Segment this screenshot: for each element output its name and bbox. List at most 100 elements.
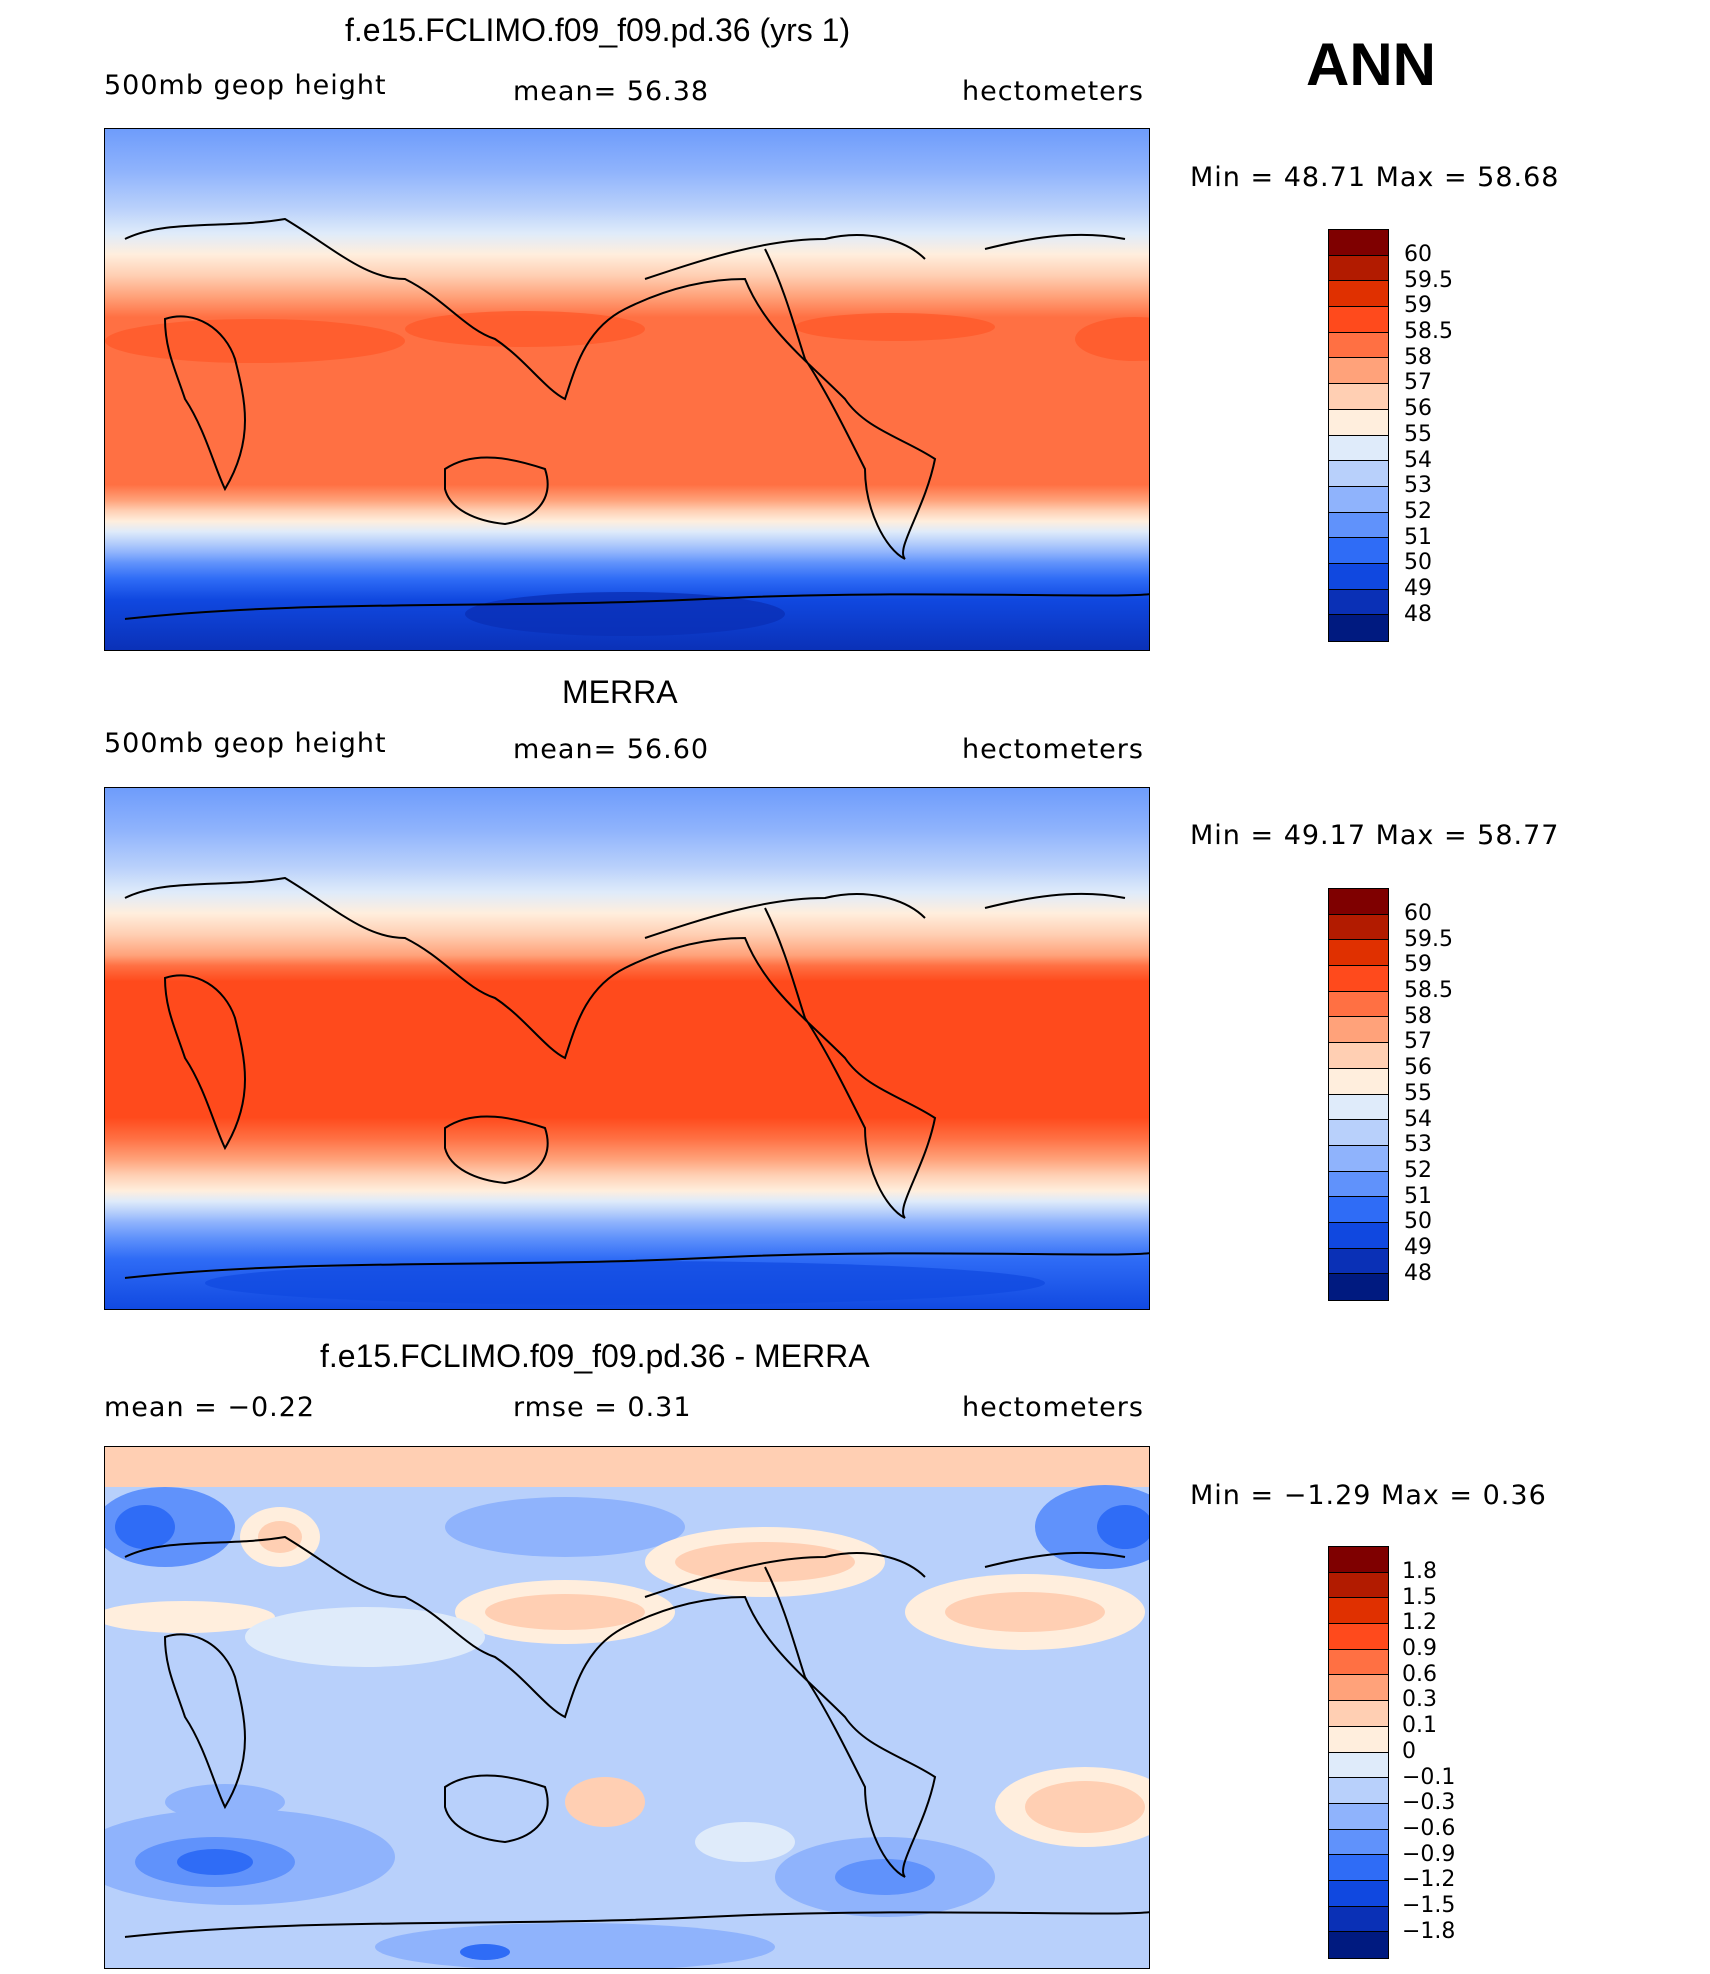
panel-1-colorbar-labels: 60 59.5 59 58.5 58 57 56 55 54 53 52 51 … <box>1404 242 1453 627</box>
colorbar-swatch <box>1329 1222 1388 1249</box>
colorbar-swatch <box>1329 1197 1388 1223</box>
colorbar-label: 51 <box>1404 1183 1432 1209</box>
colorbar-label: −0.3 <box>1402 1790 1456 1816</box>
colorbar-label: 0.9 <box>1402 1636 1437 1662</box>
colorbar-label: −0.6 <box>1402 1815 1456 1841</box>
colorbar-swatch <box>1329 1701 1388 1727</box>
colorbar-swatch <box>1329 914 1388 941</box>
colorbar-swatch <box>1329 1068 1388 1095</box>
colorbar-label: 59.5 <box>1404 267 1453 293</box>
colorbar-swatch <box>1329 563 1388 590</box>
panel-2-colorbar-labels: 60 59.5 59 58.5 58 57 56 55 54 53 52 51 … <box>1404 901 1453 1286</box>
colorbar-label: −1.2 <box>1402 1867 1456 1893</box>
colorbar-label: 48 <box>1404 601 1432 627</box>
colorbar-label: 58 <box>1404 344 1432 370</box>
colorbar-swatch <box>1329 332 1388 359</box>
colorbar-swatch <box>1329 255 1388 282</box>
colorbar-label: 49 <box>1404 1234 1432 1260</box>
colorbar-label: 0.1 <box>1402 1713 1437 1739</box>
panel-1-minmax: Min = 48.71 Max = 58.68 <box>1190 162 1560 193</box>
panel-1-mean-label: mean= 56.38 <box>513 76 710 107</box>
colorbar-label: 53 <box>1404 473 1432 499</box>
panel-3-minmax: Min = −1.29 Max = 0.36 <box>1190 1480 1547 1511</box>
colorbar-label: 51 <box>1404 524 1432 550</box>
colorbar-swatch <box>1329 1624 1388 1650</box>
panel-3-title: f.e15.FCLIMO.f09_f09.pd.36 - MERRA <box>320 1338 870 1374</box>
colorbar-swatch <box>1329 281 1388 308</box>
colorbar-label: 54 <box>1404 447 1432 473</box>
colorbar-label: 0 <box>1402 1738 1416 1764</box>
panel-3-colorbar-labels: 1.8 1.5 1.2 0.9 0.6 0.3 0.1 0 −0.1 −0.3 … <box>1402 1559 1455 1944</box>
colorbar-swatch <box>1329 940 1388 967</box>
colorbar-swatch <box>1329 991 1388 1018</box>
colorbar-label: 57 <box>1404 370 1432 396</box>
colorbar-label: 50 <box>1404 550 1432 576</box>
panel-1-colorbar <box>1328 229 1389 642</box>
colorbar-label: 1.8 <box>1402 1559 1437 1584</box>
colorbar-swatch <box>1329 1752 1388 1779</box>
colorbar-swatch <box>1329 307 1388 333</box>
colorbar-swatch <box>1329 1572 1388 1599</box>
panel-3-units-label: hectometers <box>962 1392 1144 1423</box>
colorbar-label: 54 <box>1404 1106 1432 1132</box>
colorbar-swatch <box>1329 1829 1388 1856</box>
colorbar-swatch <box>1329 1906 1388 1933</box>
panel-1-units-label: hectometers <box>962 76 1144 107</box>
colorbar-swatch <box>1329 1120 1388 1146</box>
colorbar-swatch <box>1329 1880 1388 1907</box>
colorbar-swatch <box>1329 435 1388 462</box>
colorbar-swatch <box>1329 409 1388 436</box>
colorbar-label: 59.5 <box>1404 926 1453 952</box>
colorbar-label: 60 <box>1404 242 1432 267</box>
colorbar-swatch <box>1329 1778 1388 1804</box>
colorbar-label: 59 <box>1404 952 1432 978</box>
colorbar-label: 0.6 <box>1402 1661 1437 1687</box>
colorbar-label: 52 <box>1404 1157 1432 1183</box>
colorbar-label: 0.3 <box>1402 1687 1437 1713</box>
panel-2-minmax: Min = 49.17 Max = 58.77 <box>1190 820 1560 851</box>
colorbar-swatch <box>1329 384 1388 410</box>
colorbar-swatch <box>1329 1649 1388 1676</box>
colorbar-label: −0.9 <box>1402 1841 1456 1867</box>
colorbar-swatch <box>1329 461 1388 487</box>
colorbar-swatch <box>1329 1145 1388 1172</box>
colorbar-swatch <box>1329 358 1388 385</box>
panel-3-colorbar <box>1328 1546 1389 1959</box>
colorbar-swatch <box>1329 1248 1388 1275</box>
season-label: ANN <box>1306 31 1436 98</box>
panel-3-rmse-label: rmse = 0.31 <box>513 1392 692 1423</box>
panel-3-map <box>104 1446 1150 1969</box>
colorbar-swatch <box>1329 1017 1388 1044</box>
panel-2-map <box>104 787 1150 1310</box>
colorbar-label: 56 <box>1404 396 1432 422</box>
colorbar-label: 57 <box>1404 1029 1432 1055</box>
colorbar-label: 56 <box>1404 1055 1432 1081</box>
colorbar-swatch <box>1329 230 1388 256</box>
colorbar-label: 1.5 <box>1402 1584 1437 1610</box>
colorbar-swatch <box>1329 1171 1388 1198</box>
colorbar-swatch <box>1329 589 1388 616</box>
panel-2-variable-label: 500mb geop height <box>104 728 387 759</box>
colorbar-label: −1.5 <box>1402 1892 1456 1918</box>
colorbar-label: 49 <box>1404 575 1432 601</box>
colorbar-swatch <box>1329 1726 1388 1753</box>
colorbar-label: 53 <box>1404 1132 1432 1158</box>
colorbar-swatch <box>1329 966 1388 992</box>
panel-1-title: f.e15.FCLIMO.f09_f09.pd.36 (yrs 1) <box>345 12 851 48</box>
colorbar-label: 55 <box>1404 421 1432 447</box>
panel-2-colorbar <box>1328 888 1389 1301</box>
colorbar-label: 55 <box>1404 1080 1432 1106</box>
colorbar-label: −0.1 <box>1402 1764 1456 1790</box>
colorbar-label: 60 <box>1404 901 1432 926</box>
colorbar-label: 52 <box>1404 498 1432 524</box>
colorbar-label: 58.5 <box>1404 319 1453 345</box>
colorbar-swatch <box>1329 1043 1388 1069</box>
colorbar-label: 58 <box>1404 1003 1432 1029</box>
colorbar-label: 59 <box>1404 293 1432 319</box>
colorbar-swatch <box>1329 1598 1388 1625</box>
panel-1-map <box>104 128 1150 651</box>
colorbar-label: 1.2 <box>1402 1610 1437 1636</box>
panel-2-units-label: hectometers <box>962 734 1144 765</box>
colorbar-swatch <box>1329 486 1388 513</box>
colorbar-swatch <box>1329 1094 1388 1121</box>
